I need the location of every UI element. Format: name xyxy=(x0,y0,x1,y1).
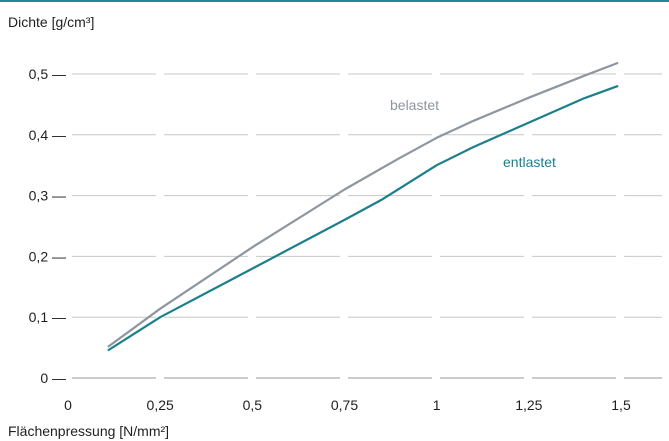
x-tick-label: 0,5 xyxy=(243,397,263,413)
series-labels: belastet entlastet xyxy=(390,97,556,170)
y-tick-label: 0,5 — xyxy=(29,66,66,82)
y-axis-label: Dichte [g/cm³] xyxy=(8,14,94,30)
x-tick-label: 1 xyxy=(433,397,441,413)
y-tick-label: 0,4 — xyxy=(29,127,66,143)
series-line-belastet xyxy=(107,61,619,348)
top-accent-rule xyxy=(0,0,669,2)
x-tick-label: 0,75 xyxy=(331,397,358,413)
y-tick-label: 0,3 — xyxy=(29,188,66,204)
series-line-entlastet xyxy=(107,85,619,352)
x-tick-labels: 0 0,25 0,5 0,75 1 1,25 1,5 xyxy=(64,397,631,413)
series-label-entlastet: entlastet xyxy=(503,154,556,170)
series-label-belastet: belastet xyxy=(390,97,439,113)
x-tick-label: 0,25 xyxy=(147,397,174,413)
x-tick-label: 1,5 xyxy=(611,397,631,413)
y-tick-label: 0,2 — xyxy=(29,248,66,264)
x-axis-label: Flächenpressung [N/mm²] xyxy=(8,423,169,439)
series-lines xyxy=(107,61,619,352)
y-tick-labels: 0 — 0,1 — 0,2 — 0,3 — 0,4 — 0,5 — xyxy=(29,66,66,386)
x-tick-label: 0 xyxy=(64,397,72,413)
y-tick-label: 0 — xyxy=(40,370,66,386)
x-tick-label: 1,25 xyxy=(515,397,542,413)
y-tick-label: 0,1 — xyxy=(29,309,66,325)
grid-lines xyxy=(72,73,662,379)
